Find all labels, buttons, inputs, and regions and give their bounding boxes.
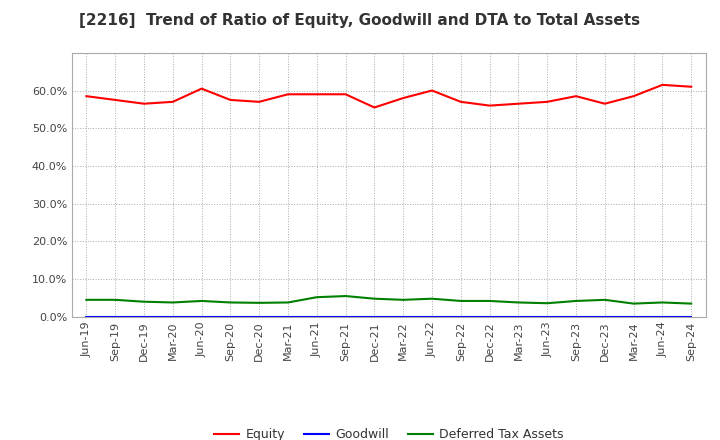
Equity	[197, 86, 206, 91]
Goodwill	[111, 314, 120, 319]
Equity	[456, 99, 465, 104]
Goodwill	[456, 314, 465, 319]
Equity	[399, 95, 408, 101]
Goodwill	[226, 314, 235, 319]
Deferred Tax Assets	[428, 296, 436, 301]
Equity	[140, 101, 148, 106]
Deferred Tax Assets	[514, 300, 523, 305]
Goodwill	[284, 314, 292, 319]
Goodwill	[168, 314, 177, 319]
Line: Deferred Tax Assets: Deferred Tax Assets	[86, 296, 691, 304]
Equity	[600, 101, 609, 106]
Goodwill	[140, 314, 148, 319]
Goodwill	[428, 314, 436, 319]
Equity	[82, 94, 91, 99]
Deferred Tax Assets	[399, 297, 408, 302]
Legend: Equity, Goodwill, Deferred Tax Assets: Equity, Goodwill, Deferred Tax Assets	[210, 423, 568, 440]
Equity	[658, 82, 667, 88]
Goodwill	[543, 314, 552, 319]
Deferred Tax Assets	[168, 300, 177, 305]
Equity	[572, 94, 580, 99]
Deferred Tax Assets	[284, 300, 292, 305]
Goodwill	[82, 314, 91, 319]
Text: [2216]  Trend of Ratio of Equity, Goodwill and DTA to Total Assets: [2216] Trend of Ratio of Equity, Goodwil…	[79, 13, 641, 28]
Equity	[543, 99, 552, 104]
Equity	[485, 103, 494, 108]
Goodwill	[399, 314, 408, 319]
Deferred Tax Assets	[82, 297, 91, 302]
Equity	[312, 92, 321, 97]
Deferred Tax Assets	[456, 298, 465, 304]
Equity	[341, 92, 350, 97]
Equity	[226, 97, 235, 103]
Goodwill	[658, 314, 667, 319]
Goodwill	[370, 314, 379, 319]
Deferred Tax Assets	[341, 293, 350, 299]
Equity	[370, 105, 379, 110]
Deferred Tax Assets	[572, 298, 580, 304]
Deferred Tax Assets	[140, 299, 148, 304]
Deferred Tax Assets	[543, 301, 552, 306]
Deferred Tax Assets	[658, 300, 667, 305]
Deferred Tax Assets	[629, 301, 638, 306]
Goodwill	[485, 314, 494, 319]
Equity	[629, 94, 638, 99]
Equity	[255, 99, 264, 104]
Deferred Tax Assets	[370, 296, 379, 301]
Goodwill	[629, 314, 638, 319]
Equity	[111, 97, 120, 103]
Deferred Tax Assets	[485, 298, 494, 304]
Deferred Tax Assets	[197, 298, 206, 304]
Goodwill	[255, 314, 264, 319]
Deferred Tax Assets	[255, 300, 264, 305]
Goodwill	[572, 314, 580, 319]
Deferred Tax Assets	[600, 297, 609, 302]
Goodwill	[341, 314, 350, 319]
Deferred Tax Assets	[687, 301, 696, 306]
Goodwill	[197, 314, 206, 319]
Line: Equity: Equity	[86, 85, 691, 107]
Goodwill	[687, 314, 696, 319]
Equity	[284, 92, 292, 97]
Goodwill	[514, 314, 523, 319]
Deferred Tax Assets	[226, 300, 235, 305]
Equity	[168, 99, 177, 104]
Deferred Tax Assets	[312, 294, 321, 300]
Equity	[514, 101, 523, 106]
Goodwill	[312, 314, 321, 319]
Equity	[428, 88, 436, 93]
Deferred Tax Assets	[111, 297, 120, 302]
Equity	[687, 84, 696, 89]
Goodwill	[600, 314, 609, 319]
